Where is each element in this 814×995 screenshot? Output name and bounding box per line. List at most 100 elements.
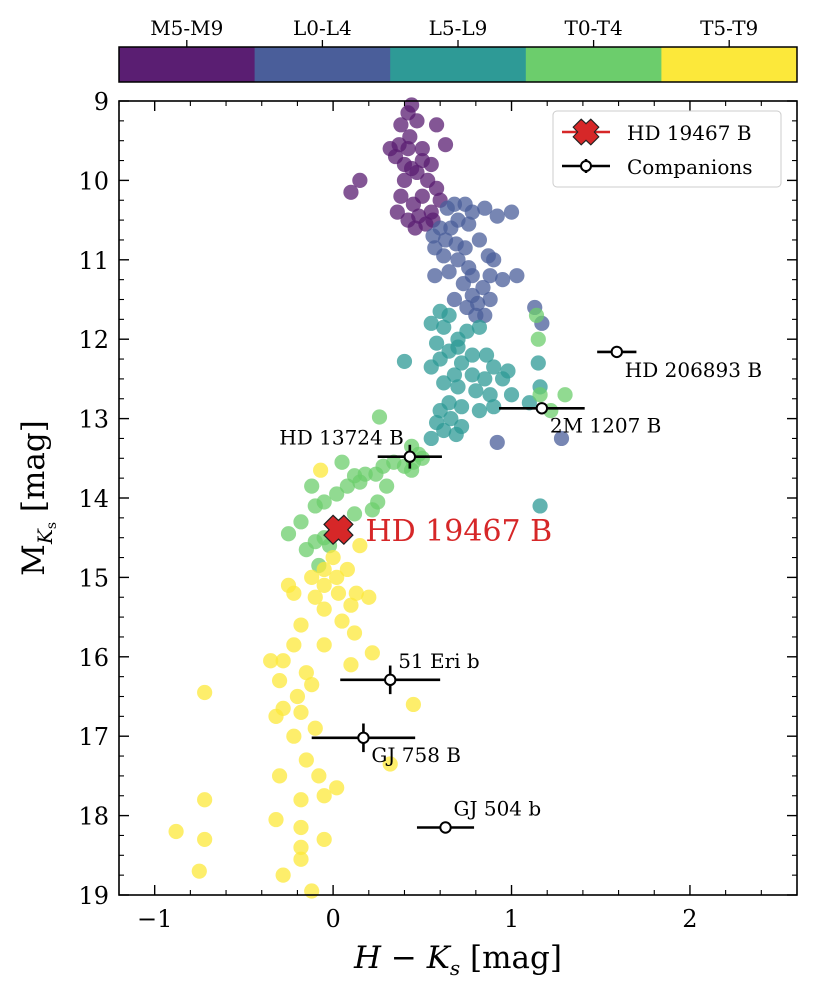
data-point — [475, 279, 491, 296]
data-point — [448, 426, 464, 443]
companion-label: 2M 1207 B — [550, 413, 662, 437]
data-point — [423, 430, 439, 447]
data-point — [275, 867, 291, 883]
data-point — [346, 625, 363, 641]
data-point — [455, 276, 471, 292]
y-tick-label: 15 — [78, 564, 109, 592]
data-point — [400, 141, 416, 157]
data-point — [437, 137, 454, 153]
data-point — [307, 720, 323, 736]
data-point — [414, 141, 430, 157]
data-point — [286, 728, 302, 744]
data-point — [464, 287, 480, 304]
data-point — [280, 526, 297, 542]
data-point — [477, 371, 493, 387]
legend-circle-icon — [580, 160, 592, 172]
data-point — [346, 506, 363, 522]
data-point — [316, 561, 332, 578]
data-point — [503, 387, 520, 403]
data-point — [425, 228, 441, 244]
colorbar-segment — [254, 47, 391, 82]
data-point — [379, 478, 395, 494]
data-point — [197, 831, 213, 848]
legend-entry-target: HD 19467 B — [562, 118, 752, 146]
data-point — [477, 307, 493, 323]
legend: HD 19467 B Companions — [552, 110, 782, 188]
y-tick-label: 9 — [94, 88, 109, 116]
data-point — [436, 248, 452, 264]
y-tick-label: 13 — [78, 406, 109, 434]
data-point — [495, 272, 511, 288]
x-tick-label: 1 — [504, 905, 519, 933]
data-point — [486, 359, 502, 375]
data-point — [446, 291, 463, 308]
data-point — [453, 355, 470, 371]
data-point — [404, 462, 420, 478]
data-point — [352, 474, 368, 490]
data-point — [271, 673, 288, 689]
data-point — [293, 851, 309, 867]
data-point — [471, 319, 488, 335]
target-x-icon — [323, 514, 354, 546]
data-point — [464, 204, 480, 220]
data-point — [478, 347, 495, 363]
data-point — [500, 363, 516, 379]
data-point — [280, 577, 297, 593]
data-point — [471, 232, 488, 248]
companion-label: HD 206893 B — [625, 358, 762, 382]
data-point — [329, 569, 345, 586]
x-tick-label: −1 — [137, 905, 172, 933]
data-point — [313, 462, 329, 478]
data-point — [316, 788, 332, 804]
data-point — [503, 204, 520, 220]
data-point — [461, 216, 477, 232]
data-point — [298, 665, 314, 681]
data-point — [168, 823, 184, 840]
legend-x-icon — [572, 118, 600, 146]
x-axis-label: H − Ks [mag] — [353, 940, 562, 980]
y-tick-label: 17 — [78, 723, 109, 751]
data-point — [286, 637, 302, 653]
data-point — [325, 549, 341, 566]
data-point — [446, 196, 463, 212]
companion-point — [610, 345, 623, 359]
companion-label: 51 Eri b — [398, 649, 480, 673]
data-point — [304, 883, 320, 899]
data-point — [334, 613, 350, 629]
data-point — [530, 331, 546, 347]
data-point — [396, 172, 413, 188]
data-point — [436, 319, 452, 335]
data-point — [368, 466, 384, 482]
data-point — [329, 780, 345, 796]
data-point — [304, 478, 320, 494]
data-point — [329, 486, 345, 502]
data-point — [428, 180, 445, 196]
data-point — [293, 617, 309, 633]
data-point — [482, 387, 498, 403]
data-point — [316, 601, 332, 617]
data-point — [468, 383, 484, 399]
data-point — [486, 399, 502, 415]
y-tick-label: 16 — [78, 644, 109, 672]
data-point — [263, 653, 279, 669]
data-point — [382, 756, 398, 772]
data-point — [275, 653, 291, 669]
data-point — [407, 220, 423, 236]
companion-point — [357, 731, 370, 744]
y-tick-label: 14 — [78, 485, 109, 513]
colorbar-segment — [661, 47, 798, 82]
data-point — [396, 353, 413, 370]
data-point — [532, 387, 548, 403]
data-point — [268, 708, 284, 724]
data-point — [532, 498, 548, 514]
data-point — [364, 645, 380, 661]
y-tick-label: 10 — [78, 167, 109, 195]
data-point — [307, 498, 323, 514]
data-point — [311, 768, 327, 784]
colorbar-label: L5-L9 — [429, 16, 488, 40]
data-point — [436, 422, 452, 439]
data-point — [432, 403, 448, 419]
data-point — [450, 252, 466, 268]
data-point — [423, 359, 439, 375]
